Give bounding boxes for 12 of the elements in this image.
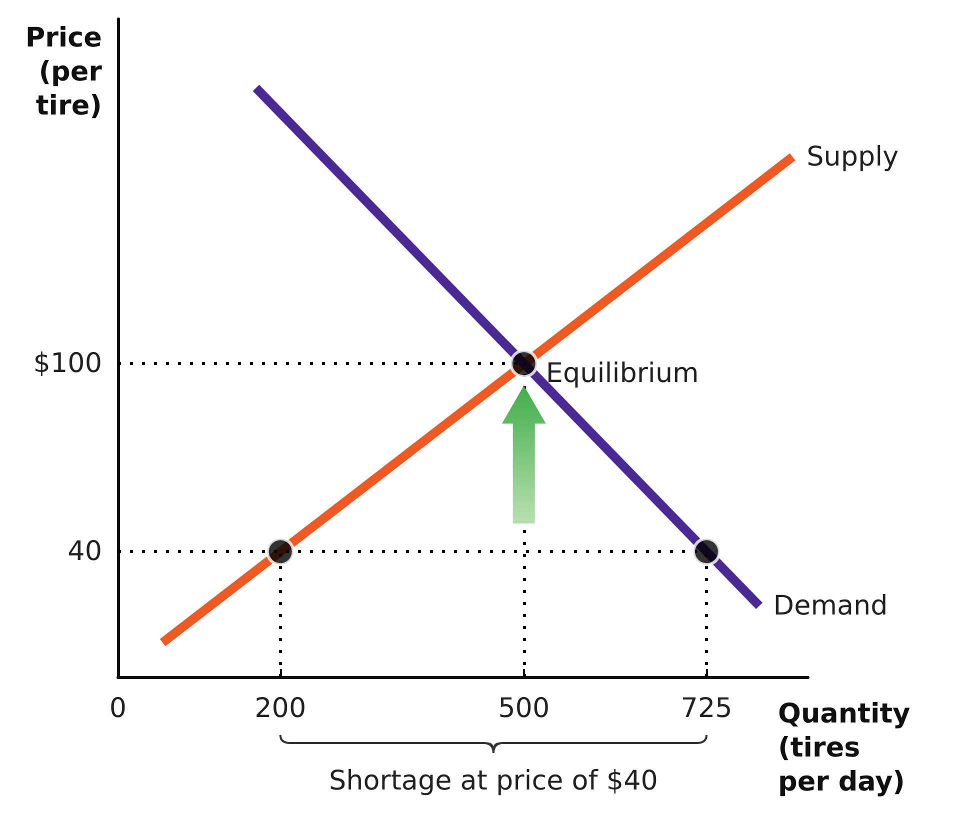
annotation: Equilibrium bbox=[546, 358, 699, 390]
x-tick-label: 0 bbox=[109, 693, 127, 724]
x-tick-label: 500 bbox=[498, 693, 550, 724]
y-axis-title: Price (per tire) bbox=[25, 22, 103, 122]
y-tick-label: $100 bbox=[33, 348, 102, 380]
x-tick-label: 725 bbox=[680, 693, 732, 724]
series-label: Demand bbox=[773, 590, 888, 622]
series-label: Supply bbox=[806, 141, 899, 172]
text: Shortage at price of $40 bbox=[328, 766, 658, 796]
y-tick-label: 40 bbox=[68, 536, 102, 568]
x-tick-label: 200 bbox=[254, 693, 306, 724]
x-axis-title: Quantity (tires per day) bbox=[778, 698, 911, 798]
